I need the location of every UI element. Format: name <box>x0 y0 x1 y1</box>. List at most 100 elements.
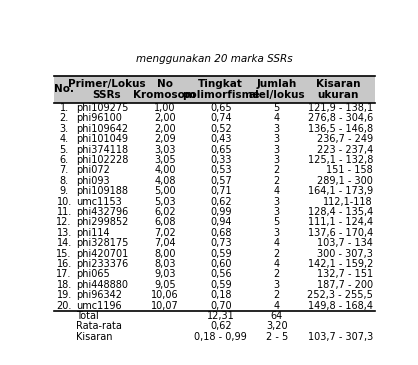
Text: 3: 3 <box>274 145 280 155</box>
Text: 5: 5 <box>273 218 280 227</box>
Text: 2,00: 2,00 <box>154 114 176 123</box>
Text: 12.: 12. <box>56 218 72 227</box>
Text: 0,59: 0,59 <box>210 280 232 290</box>
Text: 5,03: 5,03 <box>154 197 176 207</box>
Text: 4: 4 <box>274 186 280 196</box>
Text: 10.: 10. <box>56 197 72 207</box>
Text: 3: 3 <box>274 197 280 207</box>
Text: 0,59: 0,59 <box>210 249 232 259</box>
Text: 7,04: 7,04 <box>154 238 176 248</box>
Text: 236,7 - 249: 236,7 - 249 <box>317 134 373 144</box>
Text: 5: 5 <box>273 103 280 113</box>
Text: 8,03: 8,03 <box>154 259 176 269</box>
Text: 103,7 - 307,3: 103,7 - 307,3 <box>308 332 373 342</box>
Text: phi093: phi093 <box>76 176 110 186</box>
Text: Kisaran
ukuran: Kisaran ukuran <box>316 79 360 100</box>
Text: 16.: 16. <box>56 259 72 269</box>
Text: 0,65: 0,65 <box>210 103 232 113</box>
Text: 5,00: 5,00 <box>154 186 176 196</box>
Text: 7,02: 7,02 <box>154 228 176 238</box>
Text: 14.: 14. <box>56 238 72 248</box>
Text: 0,60: 0,60 <box>210 259 232 269</box>
Text: 3: 3 <box>274 228 280 238</box>
Text: 142,1 - 159,2: 142,1 - 159,2 <box>308 259 373 269</box>
Text: phi233376: phi233376 <box>76 259 128 269</box>
Text: 2: 2 <box>273 165 280 176</box>
Text: 2,09: 2,09 <box>154 134 176 144</box>
Text: 0,71: 0,71 <box>210 186 232 196</box>
Text: 2: 2 <box>273 290 280 300</box>
Text: 0,94: 0,94 <box>210 218 232 227</box>
Text: 0,68: 0,68 <box>210 228 232 238</box>
Text: Rata-rata: Rata-rata <box>76 322 122 331</box>
Text: 0,56: 0,56 <box>210 269 232 279</box>
Text: 4: 4 <box>274 114 280 123</box>
Text: 0,73: 0,73 <box>210 238 232 248</box>
Text: menggunakan 20 marka SSRs: menggunakan 20 marka SSRs <box>136 54 293 64</box>
Text: 6,02: 6,02 <box>154 207 176 217</box>
Text: 3: 3 <box>274 280 280 290</box>
Text: 4: 4 <box>274 301 280 311</box>
Text: 0,57: 0,57 <box>210 176 232 186</box>
Text: 9,05: 9,05 <box>154 280 176 290</box>
Text: 128,4 - 135,4: 128,4 - 135,4 <box>308 207 373 217</box>
Text: phi102228: phi102228 <box>76 155 128 165</box>
Text: 276,8 - 304,6: 276,8 - 304,6 <box>308 114 373 123</box>
Text: 12,31: 12,31 <box>207 311 234 321</box>
Text: 0,33: 0,33 <box>210 155 232 165</box>
Text: 8.: 8. <box>59 176 69 186</box>
Text: 0,52: 0,52 <box>210 124 232 134</box>
Text: 10,07: 10,07 <box>151 301 178 311</box>
Text: 149,8 - 168,4: 149,8 - 168,4 <box>308 301 373 311</box>
Text: 2: 2 <box>273 249 280 259</box>
Text: 3: 3 <box>274 207 280 217</box>
Text: phi109642: phi109642 <box>76 124 128 134</box>
Text: 111,1 - 124,4: 111,1 - 124,4 <box>308 218 373 227</box>
Text: umc1153: umc1153 <box>76 197 122 207</box>
Text: 0,18 - 0,99: 0,18 - 0,99 <box>194 332 247 342</box>
Text: 15.: 15. <box>56 249 72 259</box>
Text: phi328175: phi328175 <box>76 238 128 248</box>
Text: 151 - 158: 151 - 158 <box>326 165 373 176</box>
Text: 6.: 6. <box>59 155 69 165</box>
Text: 7.: 7. <box>59 165 69 176</box>
Text: Jumlah
alel/lokus: Jumlah alel/lokus <box>248 79 305 100</box>
Text: 6,08: 6,08 <box>154 218 176 227</box>
Text: 0,43: 0,43 <box>210 134 232 144</box>
Text: 1.: 1. <box>59 103 69 113</box>
Text: 9.: 9. <box>59 186 69 196</box>
Text: 3,05: 3,05 <box>154 155 176 165</box>
Text: 223 - 237,4: 223 - 237,4 <box>317 145 373 155</box>
Text: 4.: 4. <box>59 134 69 144</box>
Text: 2 - 5: 2 - 5 <box>265 332 288 342</box>
Text: 0,99: 0,99 <box>210 207 232 217</box>
Text: 4,08: 4,08 <box>154 176 176 186</box>
Text: 1,00: 1,00 <box>154 103 176 113</box>
Text: 2: 2 <box>273 176 280 186</box>
Text: 3,20: 3,20 <box>266 322 288 331</box>
Text: 125,1 - 132,8: 125,1 - 132,8 <box>308 155 373 165</box>
Text: Kisaran: Kisaran <box>76 332 112 342</box>
Text: phi448880: phi448880 <box>76 280 128 290</box>
Text: phi420701: phi420701 <box>76 249 128 259</box>
Text: phi109275: phi109275 <box>76 103 128 113</box>
Text: 4: 4 <box>274 259 280 269</box>
Text: phi065: phi065 <box>76 269 110 279</box>
Text: 19.: 19. <box>56 290 72 300</box>
Text: 18.: 18. <box>56 280 72 290</box>
Text: phi96342: phi96342 <box>76 290 122 300</box>
Text: 3: 3 <box>274 155 280 165</box>
Text: 0,18: 0,18 <box>210 290 232 300</box>
Text: 11.: 11. <box>56 207 72 217</box>
Text: 8,00: 8,00 <box>154 249 176 259</box>
Text: 0,70: 0,70 <box>210 301 232 311</box>
Text: 3.: 3. <box>59 124 69 134</box>
Text: 252,3 - 255,5: 252,3 - 255,5 <box>307 290 373 300</box>
Text: phi109188: phi109188 <box>76 186 128 196</box>
Text: phi96100: phi96100 <box>76 114 122 123</box>
Text: 0,62: 0,62 <box>210 322 232 331</box>
Text: 64: 64 <box>270 311 283 321</box>
Text: Tingkat
polimorfisme: Tingkat polimorfisme <box>182 79 260 100</box>
Text: 13.: 13. <box>56 228 72 238</box>
Text: umc1196: umc1196 <box>76 301 122 311</box>
